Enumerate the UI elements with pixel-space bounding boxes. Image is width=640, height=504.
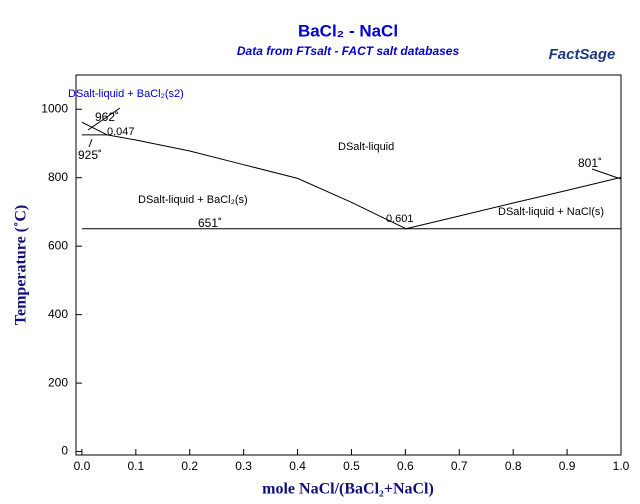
leader-line: [87, 107, 121, 131]
annotation: 651˚: [198, 216, 222, 230]
x-tick-label: 0.7: [451, 459, 468, 473]
leader-line: [591, 168, 622, 180]
annotation: 0.047: [107, 126, 135, 138]
x-tick-label: 0.8: [505, 459, 522, 473]
annotation: 0.601: [386, 213, 414, 225]
x-tick-label: 0.0: [74, 459, 91, 473]
phase-boundary: [81, 121, 108, 136]
annotation: DSalt-liquid + NaCl(s): [498, 206, 604, 218]
phase-boundary: [107, 134, 407, 230]
annotation: 925˚: [78, 148, 102, 162]
chart-title: BaCl₂ - NaCl: [298, 21, 398, 40]
x-tick-label: 0.5: [343, 459, 360, 473]
y-axis-label: Temperature (˚C): [13, 205, 30, 325]
annotation: DSalt-liquid: [338, 141, 394, 153]
y-tick-label: 800: [48, 170, 68, 184]
x-tick-label: 0.4: [289, 459, 306, 473]
plot-frame: [75, 74, 622, 456]
y-tick-label: 0: [61, 444, 68, 458]
y-tick-label: 600: [48, 238, 68, 252]
annotation: 962˚: [95, 110, 119, 124]
logo: FactSage: [549, 46, 616, 63]
x-tick-label: 0.3: [235, 459, 252, 473]
x-tick-label: 0.1: [127, 459, 144, 473]
leader-line: [88, 138, 93, 148]
phase-boundary: [405, 176, 622, 230]
x-tick-label: 1.0: [613, 459, 630, 473]
x-tick-label: 0.9: [559, 459, 576, 473]
chart-subtitle: Data from FTsalt - FACT salt databases: [237, 44, 460, 58]
x-axis-label: mole NaCl/(BaCl₂+NaCl): [262, 481, 434, 498]
y-tick-label: 200: [48, 375, 68, 389]
x-tick-label: 0.2: [181, 459, 198, 473]
y-tick-label: 1000: [41, 101, 68, 115]
annotation: DSalt-liquid + BaCl₂(s2): [68, 88, 184, 100]
annotation: 801˚: [578, 156, 602, 170]
annotation: DSalt-liquid + BaCl₂(s): [138, 194, 248, 206]
x-tick-label: 0.6: [397, 459, 414, 473]
y-tick-label: 400: [48, 307, 68, 321]
